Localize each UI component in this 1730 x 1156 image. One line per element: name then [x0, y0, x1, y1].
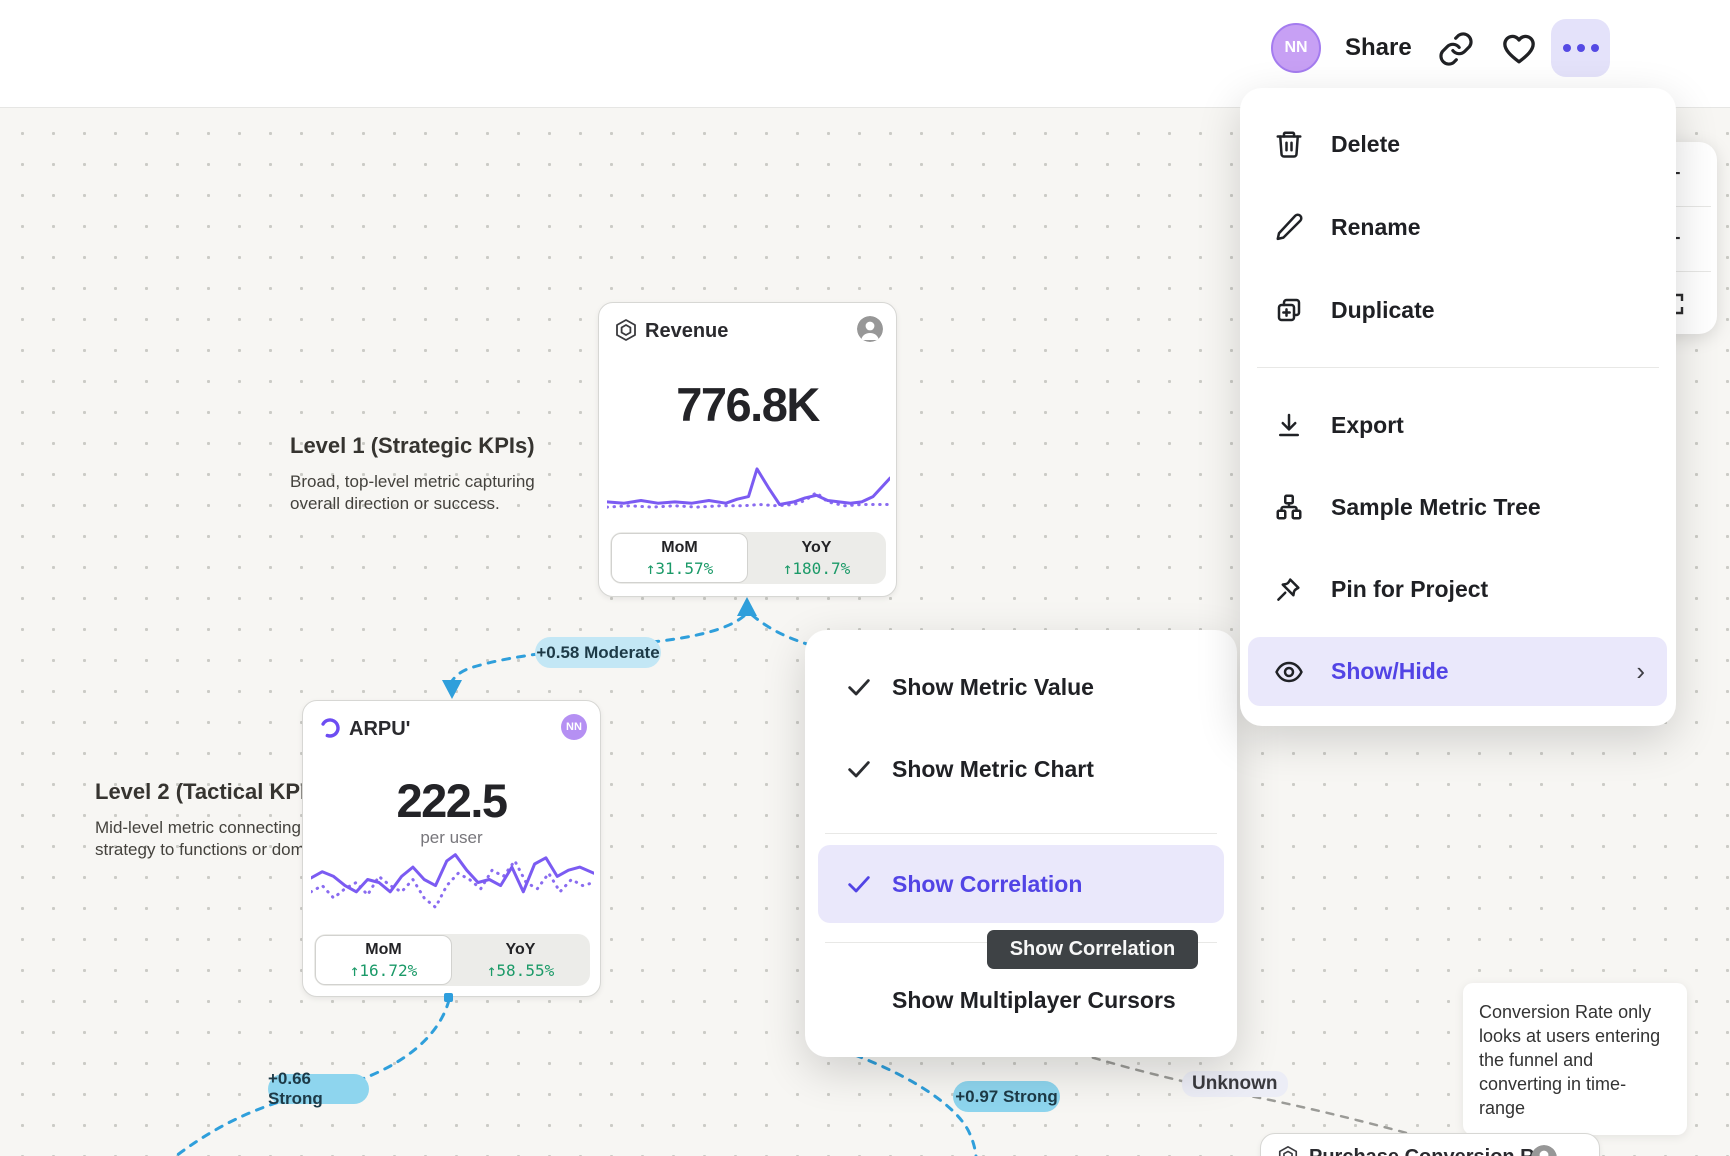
check-placeholder: [845, 986, 873, 1014]
menu-item-show-hide[interactable]: Show/Hide ›: [1248, 637, 1667, 706]
submenu-item-label: Show Correlation: [892, 870, 1083, 897]
metric-card-purchase-conversion[interactable]: Purchase Conversion R: [1260, 1133, 1600, 1156]
menu-item-label: Duplicate: [1331, 296, 1435, 323]
menu-divider: [1257, 367, 1659, 368]
metric-value: 222.5: [396, 774, 508, 827]
owner-avatar-icon: [857, 316, 883, 342]
menu-item-label: Pin for Project: [1331, 575, 1489, 602]
metric-card-arpu[interactable]: ARPU' NN 222.5 per user MoM ↑16.72% YoY …: [302, 700, 601, 997]
eye-icon: [1274, 657, 1304, 687]
show-hide-submenu: Show Metric Value Show Metric Chart Show…: [805, 630, 1237, 1057]
copy-link-icon[interactable]: [1437, 30, 1475, 68]
submenu-item-label: Show Multiplayer Cursors: [892, 986, 1176, 1013]
pencil-icon: [1274, 212, 1304, 242]
more-options-button[interactable]: [1551, 19, 1610, 77]
submenu-item-show-metric-value[interactable]: Show Metric Value: [805, 652, 1237, 722]
menu-item-label: Delete: [1331, 130, 1401, 157]
metric-unit: per user: [420, 828, 483, 847]
submenu-item-label: Show Metric Chart: [892, 755, 1094, 782]
canvas-note[interactable]: Conversion Rate only looks at users ente…: [1463, 983, 1687, 1135]
level2-title: Level 2 (Tactical KPIs: [95, 779, 319, 804]
pin-icon: [1274, 574, 1304, 604]
menu-item-sample-metric-tree[interactable]: Sample Metric Tree: [1240, 472, 1676, 542]
check-icon: [845, 870, 873, 898]
menu-item-rename[interactable]: Rename: [1240, 192, 1676, 262]
show-correlation-tooltip: Show Correlation: [987, 930, 1198, 969]
menu-item-label: Rename: [1331, 213, 1421, 240]
check-icon: [845, 673, 873, 701]
level2-annotation: Level 2 (Tactical KPIs Mid-level metric …: [95, 779, 318, 861]
submenu-chevron-icon: ›: [1636, 656, 1645, 686]
share-button[interactable]: Share: [1345, 34, 1412, 61]
menu-item-label: Export: [1331, 411, 1404, 438]
hexagon-metric-icon: [1277, 1145, 1301, 1156]
submenu-item-show-multiplayer-cursors[interactable]: Show Multiplayer Cursors: [805, 965, 1237, 1035]
card-title: ARPU': [349, 718, 411, 740]
period-toggle: MoM ↑31.57% YoY ↑180.7%: [610, 532, 886, 584]
level1-title: Level 1 (Strategic KPIs): [290, 433, 535, 458]
correlation-badge-moderate: +0.58 Moderate: [535, 637, 661, 668]
submenu-item-show-correlation[interactable]: Show Correlation: [818, 845, 1224, 923]
trash-icon: [1274, 129, 1304, 159]
submenu-divider: [825, 833, 1217, 834]
submenu-item-label: Show Metric Value: [892, 673, 1094, 700]
metric-tree-icon: [1274, 492, 1304, 522]
download-icon: [1274, 410, 1304, 440]
submenu-item-show-metric-chart[interactable]: Show Metric Chart: [805, 734, 1237, 804]
menu-item-label: Show/Hide: [1331, 658, 1449, 684]
period-toggle: MoM ↑16.72% YoY ↑58.55%: [314, 934, 590, 986]
yoy-tab[interactable]: YoY ↑58.55%: [486, 940, 555, 980]
menu-item-label: Sample Metric Tree: [1331, 493, 1541, 520]
menu-item-export[interactable]: Export: [1240, 390, 1676, 460]
metric-value: 776.8K: [676, 378, 820, 431]
sparkline-chart: [607, 467, 890, 509]
mom-value: ↑31.57%: [645, 558, 714, 578]
context-menu: Delete Rename Duplicate: [1240, 88, 1676, 726]
level2-description: Mid-level metric connecting strategy to …: [95, 818, 315, 859]
favorite-heart-icon[interactable]: [1499, 28, 1537, 66]
sparkline-chart: [311, 853, 594, 909]
mom-tab[interactable]: MoM ↑16.72%: [315, 935, 452, 985]
yoy-value: ↑180.7%: [782, 558, 851, 578]
level1-description: Broad, top-level metric capturing overal…: [290, 472, 535, 513]
card-title: Purchase Conversion R: [1309, 1146, 1535, 1156]
yoy-value: ↑58.55%: [486, 960, 555, 980]
user-avatar[interactable]: NN: [1271, 23, 1321, 73]
menu-item-pin-for-project[interactable]: Pin for Project: [1240, 554, 1676, 624]
mom-value: ↑16.72%: [349, 960, 418, 980]
card-title: Revenue: [645, 320, 729, 342]
hexagon-metric-icon: [614, 318, 638, 342]
arc-metric-icon: [318, 716, 342, 740]
menu-item-delete[interactable]: Delete: [1240, 109, 1676, 179]
edge-connection-handle[interactable]: [444, 993, 453, 1002]
correlation-badge-strong: +0.66 Strong: [268, 1069, 369, 1108]
check-icon: [845, 755, 873, 783]
yoy-tab[interactable]: YoY ↑180.7%: [782, 538, 851, 578]
owner-avatar-badge: NN: [561, 714, 587, 740]
mom-tab[interactable]: MoM ↑31.57%: [611, 533, 748, 583]
owner-avatar-icon: [1531, 1145, 1557, 1156]
metric-card-revenue[interactable]: Revenue 776.8K MoM ↑31.57% YoY ↑180.7%: [598, 302, 897, 597]
correlation-badge-strong: +0.97 Strong: [953, 1081, 1060, 1112]
duplicate-icon: [1274, 295, 1304, 325]
level1-annotation: Level 1 (Strategic KPIs) Broad, top-leve…: [290, 433, 535, 515]
menu-item-duplicate[interactable]: Duplicate: [1240, 275, 1676, 345]
correlation-badge-unknown: Unknown: [1182, 1071, 1288, 1097]
